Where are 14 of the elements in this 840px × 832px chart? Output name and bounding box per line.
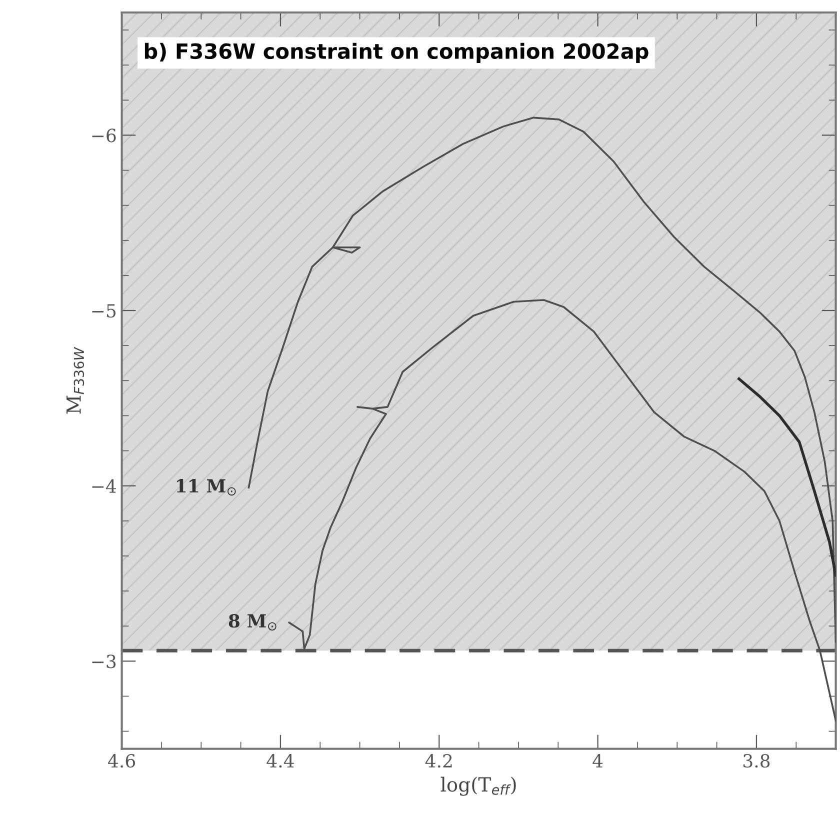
text: b) F336W constraint on companion 2002ap bbox=[144, 42, 648, 64]
y-axis-title: M$_{F336W}$ bbox=[66, 346, 84, 414]
x-tick-label: 4.6 bbox=[108, 754, 136, 768]
x-tick-label: 3.8 bbox=[743, 754, 770, 768]
x-tick-label: 4.4 bbox=[266, 754, 294, 768]
x-tick-label: 4 bbox=[592, 754, 603, 768]
x-axis-title: log(T$_{eff}$) bbox=[440, 776, 516, 796]
y-tick-label: −6 bbox=[92, 128, 116, 142]
series-label: 8 M$_{⊙}$ bbox=[228, 614, 276, 631]
y-tick-label: −3 bbox=[92, 654, 116, 668]
y-tick-label: −4 bbox=[92, 479, 116, 493]
x-tick-label: 4.2 bbox=[425, 754, 452, 768]
series-label: 11 M$_{⊙}$ bbox=[176, 479, 236, 496]
y-tick-label: −5 bbox=[92, 304, 116, 318]
